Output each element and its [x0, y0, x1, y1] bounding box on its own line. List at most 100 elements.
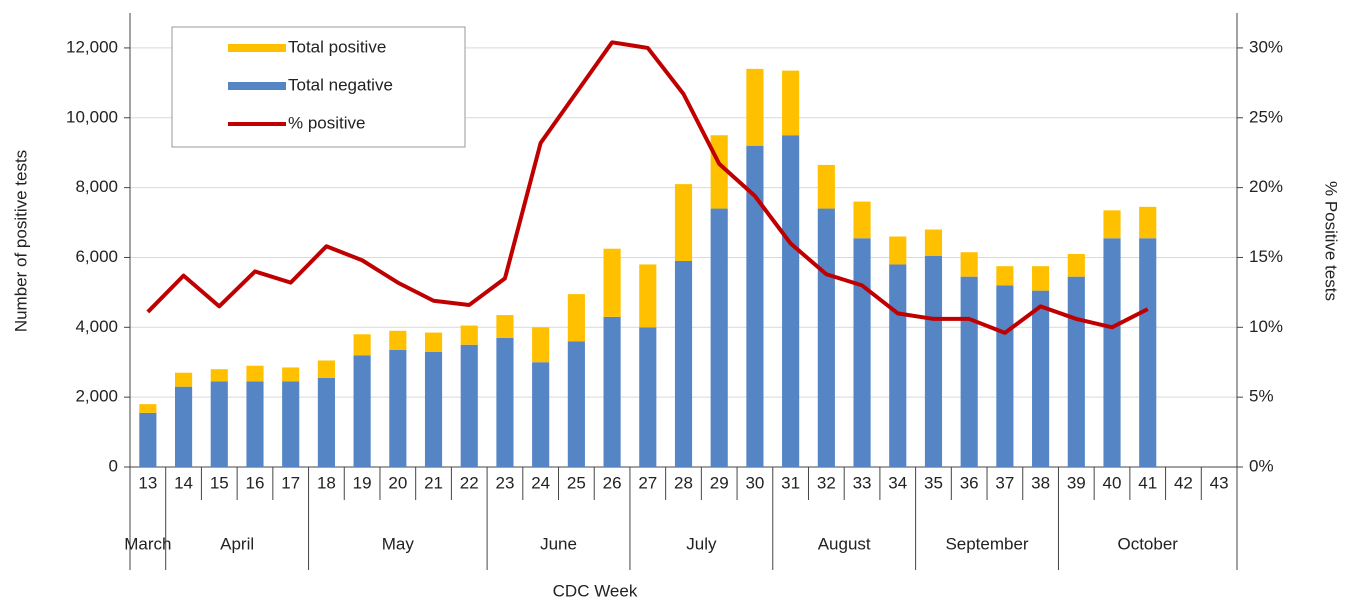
y2-tick-label: 30% — [1249, 37, 1283, 56]
legend — [171, 26, 466, 148]
x-tick-label: 36 — [960, 473, 979, 492]
y2-axis-title: % Positive tests — [1322, 181, 1341, 301]
month-label: June — [540, 534, 577, 553]
bar — [567, 294, 585, 342]
x-tick-label: 35 — [924, 473, 943, 492]
y-tick-label: 2,000 — [75, 387, 118, 406]
bar — [996, 266, 1014, 286]
bar — [639, 264, 657, 328]
y-tick-label: 12,000 — [66, 37, 118, 56]
bar — [460, 344, 478, 467]
x-tick-label: 18 — [317, 473, 336, 492]
x-axis-title: CDC Week — [553, 581, 638, 600]
bar — [746, 68, 764, 146]
bar — [174, 372, 193, 387]
bar — [1103, 210, 1121, 239]
x-tick-label: 24 — [531, 473, 550, 492]
month-label: July — [686, 534, 717, 553]
y-tick-label: 10,000 — [66, 107, 118, 126]
x-tick-label: 31 — [781, 473, 800, 492]
y2-tick-label: 10% — [1249, 317, 1283, 336]
x-tick-label: 34 — [888, 473, 907, 492]
bar — [817, 208, 835, 468]
y-tick-label: 4,000 — [75, 317, 118, 336]
bar — [496, 315, 514, 338]
x-tick-label: 41 — [1138, 473, 1157, 492]
bar — [1032, 290, 1050, 467]
bar — [210, 369, 228, 382]
x-tick-label: 13 — [138, 473, 157, 492]
bar — [496, 337, 514, 467]
bar — [674, 260, 693, 467]
bar — [246, 365, 264, 382]
bar — [1139, 238, 1157, 467]
month-label: April — [220, 534, 254, 553]
x-tick-label: 21 — [424, 473, 443, 492]
x-tick-label: 28 — [674, 473, 693, 492]
bar — [246, 381, 264, 467]
legend-swatch — [228, 44, 286, 52]
bar — [603, 316, 621, 467]
bar — [746, 145, 764, 467]
bar — [424, 332, 443, 352]
x-tick-label: 22 — [460, 473, 479, 492]
y2-tick-label: 0% — [1249, 456, 1274, 475]
x-tick-label: 23 — [495, 473, 514, 492]
bar — [1067, 276, 1085, 467]
legend-label: % positive — [288, 113, 365, 132]
bar — [532, 362, 550, 467]
month-label: March — [124, 534, 171, 553]
x-tick-label: 14 — [174, 473, 193, 492]
x-tick-label: 39 — [1067, 473, 1086, 492]
month-label: October — [1117, 534, 1178, 553]
y-axis-title: Number of positive tests — [11, 150, 30, 332]
bar — [460, 325, 478, 345]
bar — [960, 252, 978, 277]
bar — [282, 381, 300, 467]
bar — [996, 285, 1014, 467]
x-tick-label: 26 — [603, 473, 622, 492]
x-tick-label: 42 — [1174, 473, 1193, 492]
bar — [353, 334, 371, 356]
x-tick-label: 37 — [995, 473, 1014, 492]
x-tick-label: 15 — [210, 473, 229, 492]
bar — [139, 412, 157, 467]
bar — [567, 341, 585, 467]
legend-label: Total positive — [288, 37, 386, 56]
bar — [889, 236, 907, 265]
y-tick-label: 6,000 — [75, 247, 118, 266]
y-tick-label: 8,000 — [75, 177, 118, 196]
bar — [139, 404, 157, 413]
y2-tick-label: 25% — [1249, 107, 1283, 126]
x-tick-label: 25 — [567, 473, 586, 492]
x-tick-label: 32 — [817, 473, 836, 492]
bar — [603, 248, 621, 317]
y2-tick-label: 5% — [1249, 387, 1274, 406]
bar — [1103, 238, 1121, 467]
bar — [317, 360, 335, 378]
bar — [1139, 206, 1157, 239]
x-tick-label: 29 — [710, 473, 729, 492]
x-tick-label: 38 — [1031, 473, 1050, 492]
bar — [353, 355, 371, 467]
y-tick-label: 0 — [109, 456, 118, 475]
x-tick-label: 40 — [1103, 473, 1122, 492]
bar — [1067, 253, 1085, 277]
bar — [853, 201, 871, 239]
bar — [817, 164, 835, 209]
x-tick-label: 16 — [246, 473, 265, 492]
legend-label: Total negative — [288, 75, 393, 94]
bar — [174, 386, 193, 467]
x-tick-label: 27 — [638, 473, 657, 492]
x-tick-label: 33 — [853, 473, 872, 492]
bar — [782, 135, 800, 467]
bar — [389, 330, 407, 351]
bar — [532, 327, 550, 363]
line — [146, 40, 1149, 335]
bar — [924, 255, 943, 467]
x-tick-label: 43 — [1210, 473, 1229, 492]
bar — [389, 350, 407, 467]
bar — [782, 70, 800, 136]
bar — [853, 238, 871, 467]
